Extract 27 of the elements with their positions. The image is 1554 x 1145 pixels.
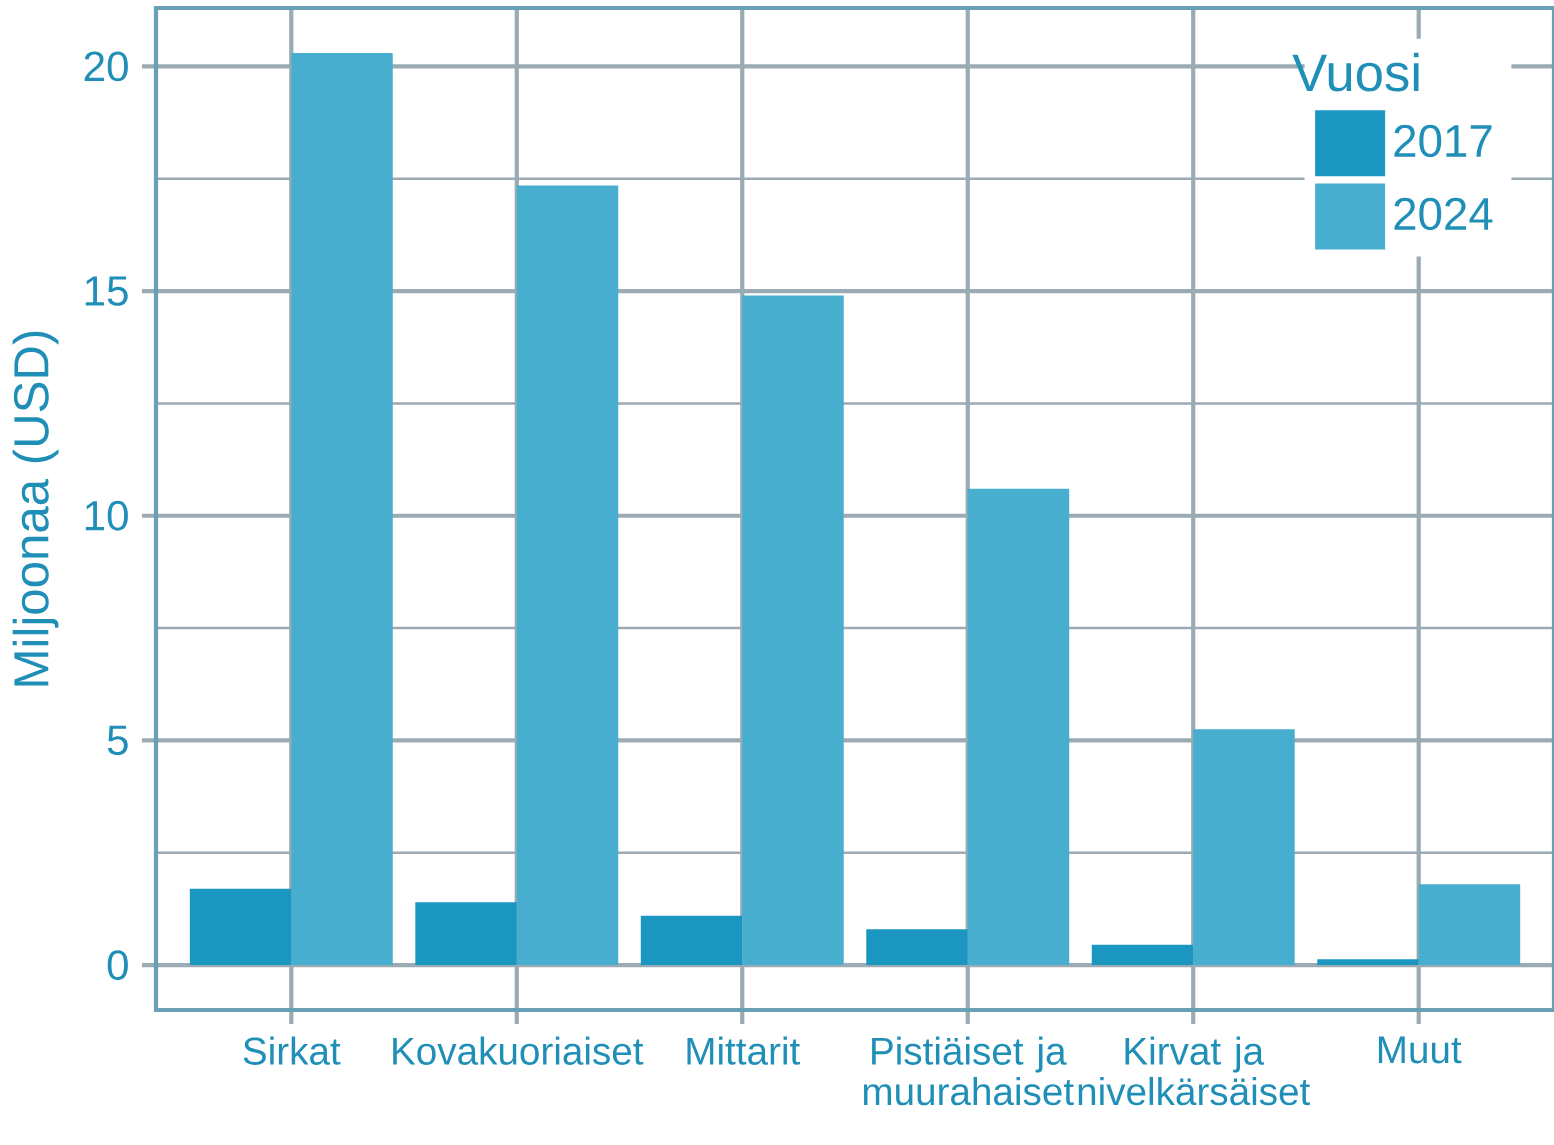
x-tick-label: Kirvat ja nivelkärsäiset [1078,1036,1311,1106]
y-axis-title: Miljoonaa (USD) [12,331,59,686]
bar [291,52,393,966]
bar [1193,729,1295,966]
y-tick-label: 10 [85,500,128,531]
x-tick-label: Kovakuoriaiset [393,1036,644,1065]
x-tick-label: Pistiäiset ja muurahaiset [863,1036,1074,1106]
bar [189,888,292,966]
x-tick-label: Sirkat [243,1036,341,1065]
y-tick-label: 20 [84,51,128,82]
y-tick-label: 0 [107,950,128,980]
x-tick-label: Muut [1378,1036,1462,1064]
legend-label: 2017 [1394,124,1492,158]
bar [967,488,1070,966]
x-tick-label: Mittarit [687,1036,800,1065]
bar [866,929,968,966]
bar [742,295,844,966]
bar [415,902,517,966]
legend-label: 2024 [1394,197,1493,231]
bar [640,915,743,966]
bar [1317,959,1419,966]
legend-title: Vuosi [1292,52,1419,92]
y-tick-label: 15 [85,276,128,306]
bar [1091,944,1194,966]
bar [1418,884,1521,966]
bar [516,185,619,966]
y-tick-label: 5 [107,725,128,756]
